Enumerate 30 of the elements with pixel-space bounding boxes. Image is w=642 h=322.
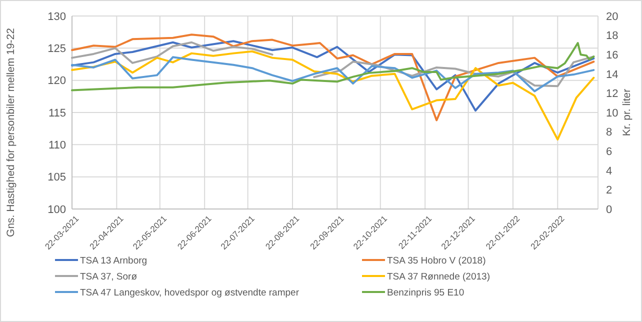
line-series <box>71 40 595 112</box>
y2-tick-label: 12 <box>606 88 618 100</box>
line-series <box>71 56 595 92</box>
y2-tick-label: 14 <box>606 68 618 81</box>
legend-label: TSA 35 Hobro V (2018) <box>387 255 486 266</box>
y-tick-label: 130 <box>48 10 66 23</box>
y2-tick-label: 16 <box>606 49 618 62</box>
line-series <box>71 50 595 141</box>
legend-label: TSA 13 Arnborg <box>80 255 148 266</box>
y-axis-title: Gns. Hastighed for personbiler mellem 19-22 <box>5 28 17 237</box>
y-tick-label: 100 <box>48 204 66 216</box>
y2-tick-label: 20 <box>606 10 618 23</box>
y-tick-label: 125 <box>48 43 66 56</box>
legend-label: TSA 37, Sorø <box>80 271 138 282</box>
legend-label: TSA 37 Rønnede (2013) <box>387 271 490 282</box>
y-tick-label: 120 <box>48 75 66 88</box>
y2-tick-label: 18 <box>606 30 618 42</box>
legend-label: TSA 47 Langeskov, hovedspor og østvendte ramper <box>80 287 299 298</box>
y-tick-label: 110 <box>48 140 66 152</box>
line-series <box>71 34 595 122</box>
y-tick-label: 105 <box>48 172 66 184</box>
y2-tick-label: 0 <box>606 204 612 216</box>
y2-tick-label: 2 <box>606 184 612 197</box>
y2-tick-label: 4 <box>606 165 612 178</box>
legend-label: Benzinpris 95 E10 <box>387 287 464 298</box>
y-tick-label: 115 <box>48 107 66 120</box>
y2-tick-label: 10 <box>606 107 618 120</box>
y2-tick-label: 8 <box>606 126 612 139</box>
y2-axis-title: Kr. pr. liter <box>621 88 633 136</box>
y2-tick-label: 6 <box>606 146 612 158</box>
